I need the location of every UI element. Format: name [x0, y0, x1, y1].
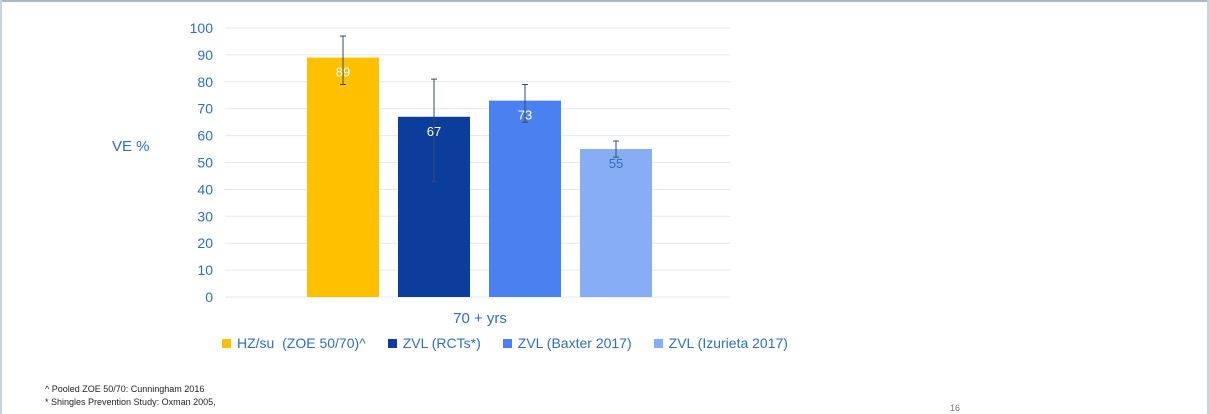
y-tick-label: 10	[197, 262, 213, 278]
y-tick-label: 50	[197, 155, 213, 171]
legend-swatch	[502, 338, 512, 348]
x-category-label: 70 + yrs	[453, 310, 507, 327]
y-tick-label: 90	[197, 47, 213, 63]
bar-1	[307, 57, 379, 298]
slide-right-border	[1207, 0, 1209, 414]
y-tick-label: 30	[197, 208, 213, 224]
y-tick-label: 100	[190, 20, 214, 36]
data-label: 89	[336, 65, 350, 80]
y-axis-label: VE %	[112, 138, 150, 155]
legend-label: ZVL (RCTs*)	[402, 335, 481, 351]
data-label: 73	[518, 108, 532, 123]
y-tick-label: 40	[197, 181, 213, 197]
footnote-pooled-zoe: ^ Pooled ZOE 50/70: Cunningham 2016	[45, 384, 205, 394]
legend-label: ZVL (Izurieta 2017)	[668, 335, 788, 351]
legend-item-2: ZVL (RCTs*)	[387, 335, 481, 351]
y-tick-label: 0	[205, 289, 213, 305]
legend-item-3: ZVL (Baxter 2017)	[502, 335, 632, 351]
data-label: 55	[609, 156, 623, 171]
y-tick-label: 60	[197, 128, 213, 144]
legend-swatch	[653, 338, 663, 348]
legend-label: ZVL (Baxter 2017)	[517, 335, 632, 351]
bar-3	[489, 100, 561, 297]
y-tick-label: 80	[197, 74, 213, 90]
y-tick-label: 70	[197, 101, 213, 117]
chart-legend: HZ/su (ZOE 50/70)^ ZVL (RCTs*) ZVL (Baxter…	[222, 335, 788, 351]
legend-label: HZ/su (ZOE 50/70)^	[237, 335, 366, 351]
data-label: 67	[427, 124, 441, 139]
slide-left-border	[0, 0, 2, 414]
legend-swatch	[222, 338, 231, 348]
legend-swatch	[387, 338, 397, 348]
y-tick-label: 20	[197, 235, 213, 251]
legend-item-4: ZVL (Izurieta 2017)	[653, 335, 788, 351]
legend-item-1: HZ/su (ZOE 50/70)^	[222, 335, 366, 351]
slide-top-border	[0, 0, 1209, 2]
bar-4	[580, 149, 652, 297]
page-number: 16	[950, 403, 961, 413]
footnote-shingles-study: * Shingles Prevention Study: Oxman 2005,	[45, 397, 216, 407]
